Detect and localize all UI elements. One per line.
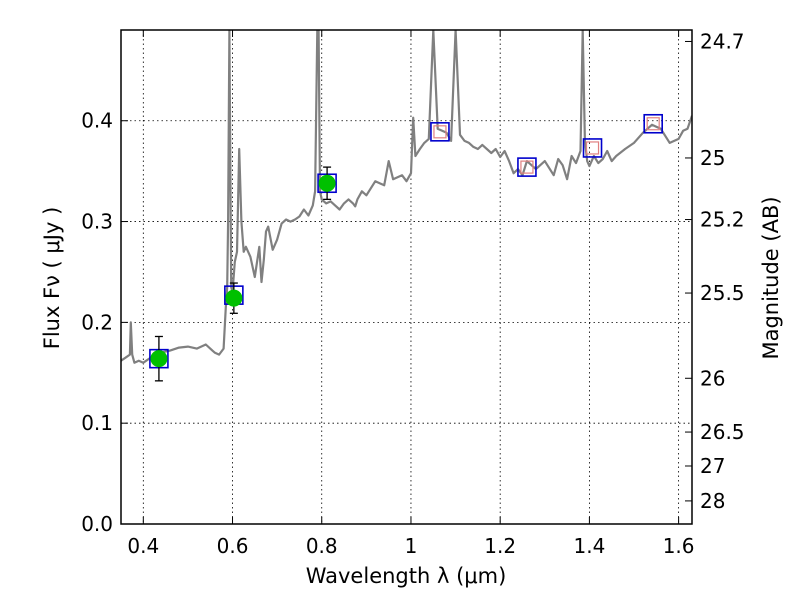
y-tick-label: 0.1 (81, 411, 113, 435)
y-tick-label: 0.2 (81, 310, 113, 334)
right-axis-title: Magnitude (AB) (759, 196, 783, 359)
upper-limit-square (433, 125, 447, 139)
model-photometry-square (517, 157, 537, 177)
model-photometry-square (430, 122, 450, 142)
x-tick-label: 1.6 (663, 534, 695, 558)
axis-ticks (121, 30, 692, 525)
tick-labels: 0.4 0.6 0.8 1 1.2 1.4 1.6 0.0 0.1 0.2 0.3 0.4 24.7 25… (81, 29, 744, 558)
y-axis-title: Flux Fν ( μJy ) (40, 207, 64, 350)
x-axis-title: Wavelength λ (μm) (306, 564, 507, 588)
x-tick-label: 1.4 (573, 534, 605, 558)
upper-limit-square (585, 141, 600, 155)
right-tick-label: 25.2 (700, 208, 745, 232)
right-tick-label: 25.5 (700, 281, 745, 305)
x-tick-label: 0.4 (127, 534, 159, 558)
grid-lines (121, 30, 692, 525)
x-tick-label: 0.6 (217, 534, 249, 558)
model-photometry-square (643, 113, 663, 134)
plot-data (121, 30, 692, 382)
spectrum-line (121, 30, 692, 364)
x-tick-label: 1.2 (484, 534, 516, 558)
observed-point (150, 350, 168, 368)
right-tick-label: 28 (700, 489, 725, 513)
observed-point (318, 174, 336, 192)
right-tick-label: 26.5 (700, 420, 745, 444)
upper-limit-square (646, 117, 660, 131)
right-tick-label: 26 (700, 366, 725, 390)
model-photometry-square (582, 138, 603, 158)
y-tick-label: 0.0 (81, 512, 113, 536)
y-tick-label: 0.4 (81, 109, 113, 133)
observed-point (225, 289, 243, 307)
y-tick-label: 0.3 (81, 210, 113, 234)
x-tick-label: 1 (405, 534, 418, 558)
right-tick-label: 24.7 (700, 29, 745, 53)
plot-frame (120, 29, 693, 525)
right-tick-label: 27 (700, 454, 725, 478)
right-tick-label: 25 (700, 146, 725, 170)
upper-limit-square (520, 160, 534, 174)
x-tick-label: 0.8 (306, 534, 338, 558)
